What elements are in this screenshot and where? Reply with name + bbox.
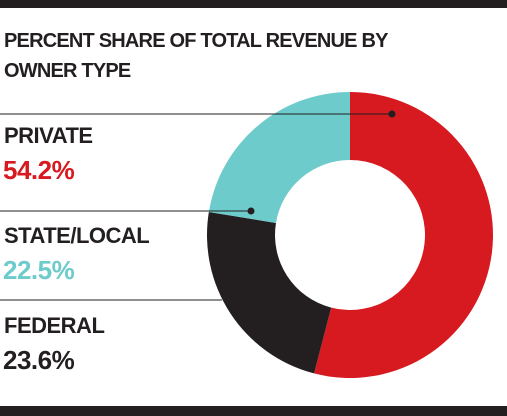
chart-title: PERCENT SHARE OF TOTAL REVENUE BY OWNER … [4,30,388,82]
leader-dot [247,207,255,215]
legend: PRIVATE 54.2% STATE/LOCAL 22.5% FEDERAL 23.6% [0,110,396,375]
top-bar [0,0,507,8]
bottom-bar [0,406,507,416]
value-label: 54.2% [3,155,75,185]
value-label: 23.6% [3,345,75,375]
category-label: FEDERAL [4,313,104,338]
donut-segment [208,92,350,223]
category-label: STATE/LOCAL [4,223,149,248]
leader-dot [388,110,396,118]
category-label: PRIVATE [4,123,93,148]
donut-segment [207,212,332,374]
donut-segment [314,92,493,378]
value-label: 22.5% [3,255,75,285]
donut [207,92,493,378]
